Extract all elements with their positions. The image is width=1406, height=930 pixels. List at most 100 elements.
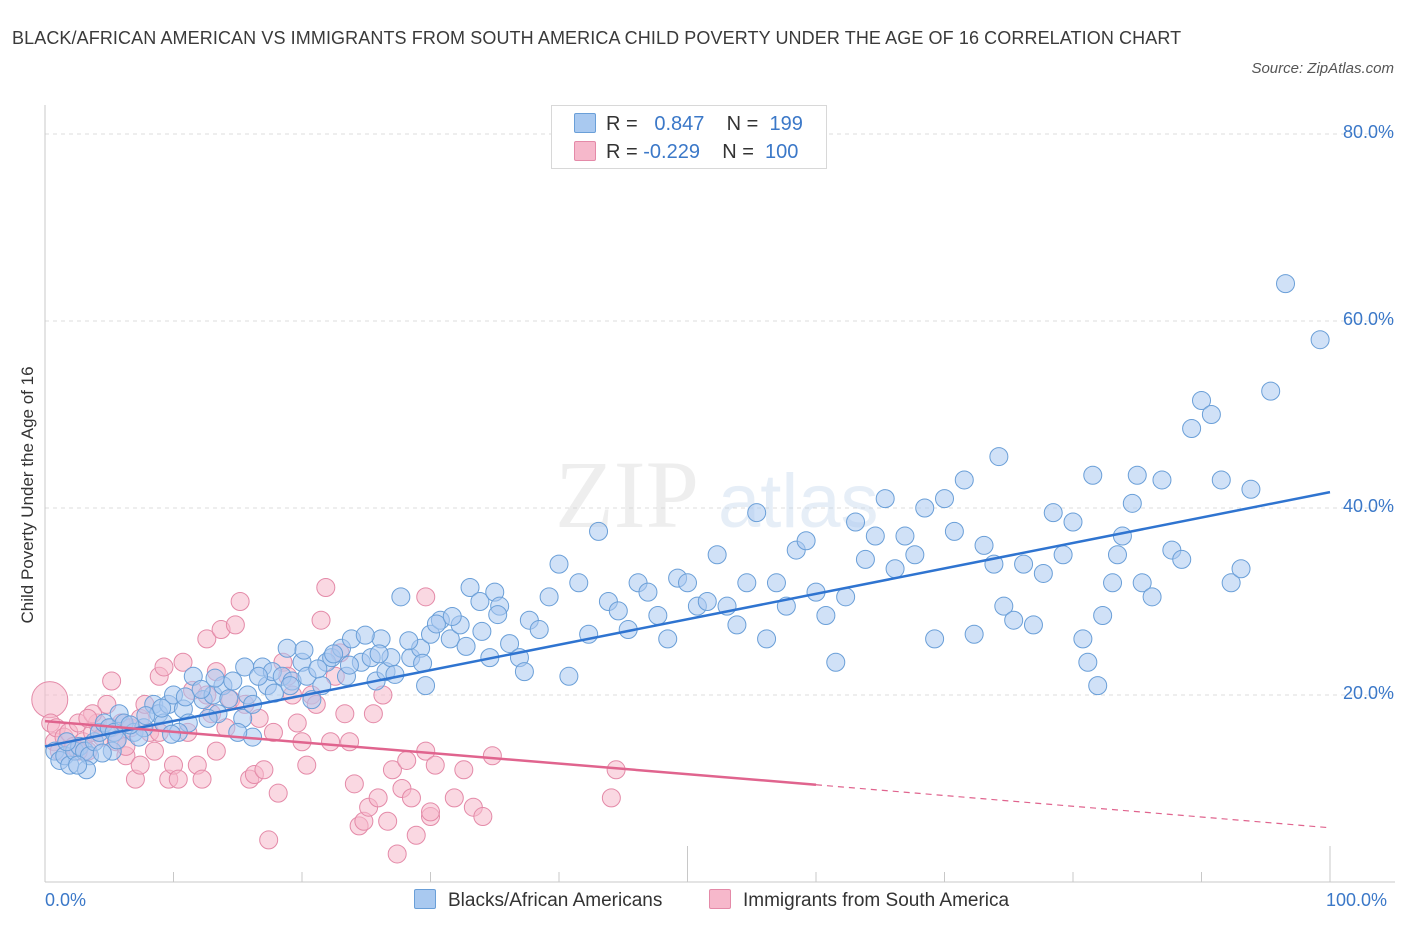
data-point-blue xyxy=(816,606,836,626)
legend-row-pink: R = -0.229 N = 100 xyxy=(574,138,798,166)
legend-row-blue: R = 0.847 N = 199 xyxy=(574,110,803,138)
legend-swatch-blue xyxy=(574,113,596,133)
data-point-blue xyxy=(559,666,579,686)
data-point-blue xyxy=(136,706,156,726)
legend-r-value-pink: -0.229 xyxy=(643,141,700,163)
y-tick-label: 80.0% xyxy=(1342,122,1394,142)
data-point-blue xyxy=(875,489,895,509)
data-point-blue xyxy=(470,592,490,611)
data-point-pink xyxy=(382,760,402,780)
data-point-pink xyxy=(425,755,445,775)
data-point-blue xyxy=(796,531,816,551)
data-point-blue xyxy=(1192,390,1211,410)
data-point-pink xyxy=(268,783,288,803)
legend-n-value-pink: 100 xyxy=(765,141,799,163)
data-point-blue xyxy=(589,521,609,541)
data-point-blue xyxy=(1078,652,1098,672)
data-point-pink xyxy=(387,844,407,864)
data-point-pink xyxy=(254,760,274,780)
data-point-blue xyxy=(1083,465,1103,485)
data-point-blue xyxy=(235,657,255,677)
legend-n-label: N = xyxy=(722,141,754,163)
data-point-pink xyxy=(444,788,464,808)
data-point-pink xyxy=(168,769,188,789)
data-point-blue xyxy=(1182,419,1202,439)
x-tick-label-min: 0.0% xyxy=(45,890,87,910)
data-point-pink xyxy=(259,830,279,850)
data-point-pink xyxy=(416,587,436,607)
data-point-blue xyxy=(1221,573,1241,593)
source-label: Source: ZipAtlas.com xyxy=(1251,60,1394,77)
y-tick-label: 40.0% xyxy=(1342,496,1394,516)
data-point-pink xyxy=(311,610,331,630)
data-point-blue xyxy=(219,689,239,709)
data-point-blue xyxy=(855,549,875,569)
data-point-blue xyxy=(964,624,984,644)
data-point-blue xyxy=(915,498,935,518)
data-point-blue xyxy=(1063,512,1083,532)
data-point-blue xyxy=(935,489,954,509)
data-point-blue xyxy=(280,676,300,696)
data-point-blue xyxy=(1276,274,1296,294)
legend-label-immigrants: Immigrants from South America xyxy=(743,890,1010,911)
data-point-blue xyxy=(648,606,668,626)
data-point-blue xyxy=(249,666,269,686)
data-point-blue xyxy=(1241,479,1261,499)
data-point-pink xyxy=(263,722,283,742)
data-point-pink xyxy=(473,807,493,827)
data-point-blue xyxy=(944,521,964,541)
data-point-pink xyxy=(225,615,245,635)
data-point-blue xyxy=(1231,559,1251,579)
data-point-pink xyxy=(401,788,421,808)
data-point-blue xyxy=(707,545,727,565)
data-point-pink xyxy=(297,755,317,775)
data-point-pink xyxy=(130,755,150,775)
legend-r-label: R = xyxy=(606,113,638,135)
data-point-blue xyxy=(697,592,717,611)
data-point-blue xyxy=(1261,381,1281,401)
data-point-blue xyxy=(1103,573,1123,593)
y-tick-label: 20.0% xyxy=(1342,683,1394,703)
data-point-pink xyxy=(316,577,336,597)
data-point-blue xyxy=(1172,549,1192,569)
legend-swatch-blue xyxy=(414,889,436,909)
data-point-blue xyxy=(440,629,460,649)
data-point-blue xyxy=(385,664,405,684)
legend-item-blacks[interactable]: Blacks/African Americans xyxy=(414,889,662,913)
data-point-blue xyxy=(324,644,344,664)
data-point-blue xyxy=(1201,405,1221,424)
data-point-blue xyxy=(1053,545,1073,565)
data-point-blue xyxy=(426,614,446,634)
data-point-pink xyxy=(378,811,398,831)
data-point-pink xyxy=(173,652,193,672)
data-point-blue xyxy=(1004,610,1024,630)
trend-line-blue xyxy=(44,490,1331,748)
data-point-pink xyxy=(102,671,122,691)
legend-swatch-pink xyxy=(574,141,596,161)
data-point-pink xyxy=(368,788,388,808)
data-point-blue xyxy=(369,644,389,664)
data-point-pink xyxy=(197,629,217,649)
data-point-blue xyxy=(549,554,569,574)
legend-n-label: N = xyxy=(726,113,759,135)
data-point-blue xyxy=(954,470,974,490)
trend-lines xyxy=(44,490,1331,829)
data-point-blue xyxy=(658,629,678,649)
data-point-blue xyxy=(1033,563,1053,583)
legend-r-value-blue: 0.847 xyxy=(654,113,705,135)
data-point-blue xyxy=(205,668,225,688)
data-point-blue xyxy=(1073,629,1093,649)
data-point-blue xyxy=(223,671,243,691)
y-axis-label: Child Poverty Under the Age of 16 xyxy=(18,366,37,624)
data-point-blue xyxy=(460,577,480,597)
data-point-pink xyxy=(363,704,383,724)
data-point-blue xyxy=(865,526,885,546)
legend-n-value-blue: 199 xyxy=(769,113,803,135)
data-point-blue xyxy=(416,676,436,696)
data-point-blue xyxy=(175,687,195,707)
data-point-pink xyxy=(421,802,440,822)
data-point-blue xyxy=(294,640,314,660)
data-point-blue xyxy=(895,526,915,546)
legend-item-immigrants[interactable]: Immigrants from South America xyxy=(709,889,1009,913)
